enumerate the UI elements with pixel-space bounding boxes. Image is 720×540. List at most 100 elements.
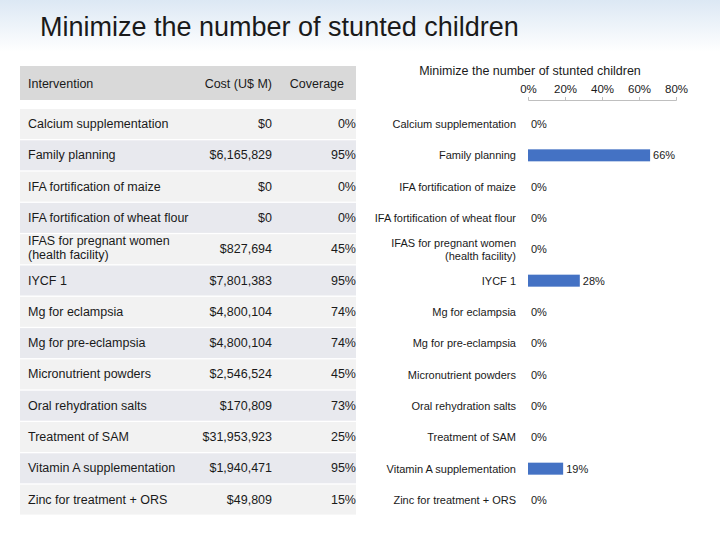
y-tick: IFAS for pregnant women(health facility) — [391, 237, 528, 262]
table-row-bg — [20, 203, 356, 233]
x-tick: 20% — [554, 83, 577, 100]
bar — [528, 243, 529, 255]
table-cell: Oral rehydration salts — [28, 399, 147, 413]
table-cell: 0% — [338, 211, 356, 225]
table-cell: $0 — [258, 211, 272, 225]
bar — [528, 212, 529, 224]
table-cell: $0 — [258, 180, 272, 194]
table-cell: 45% — [331, 367, 356, 381]
table-cell: 0% — [338, 180, 356, 194]
table-row-bg — [20, 140, 356, 170]
x-tick-label: 60% — [628, 83, 651, 95]
data-label: 0% — [531, 243, 547, 255]
table-cell: $2,546,524 — [209, 367, 272, 381]
table-cell: $0 — [258, 117, 272, 131]
bar — [528, 149, 650, 161]
x-tick-mark — [565, 97, 566, 100]
y-tick: Zinc for treatment + ORS — [393, 494, 528, 506]
slide-title: Minimize the number of stunted children — [40, 12, 519, 42]
data-label: 0% — [531, 181, 547, 193]
category-label: Oral rehydration salts — [411, 400, 516, 412]
x-tick-label: 40% — [591, 83, 614, 95]
x-tick: 60% — [628, 83, 651, 100]
y-tick: IFA fortification of wheat flour — [375, 212, 528, 224]
table-header-bg — [20, 66, 356, 100]
x-tick-label: 80% — [665, 83, 688, 95]
table-cell: IYCF 1 — [28, 274, 67, 288]
table-cell: $827,694 — [220, 242, 272, 256]
table-header: Cost (U$ M) — [205, 77, 272, 91]
table-cell: 74% — [331, 336, 356, 350]
x-axis-line — [529, 97, 677, 101]
table-row-bg — [20, 266, 356, 296]
table-cell: $170,809 — [220, 399, 272, 413]
data-label: 66% — [653, 149, 675, 161]
x-tick: 80% — [665, 83, 688, 100]
x-tick-mark — [528, 97, 529, 100]
table-cell: IFAS for pregnant women(health facility) — [28, 234, 170, 262]
header-band — [0, 0, 720, 52]
x-tick-mark — [676, 97, 677, 100]
category-label: Zinc for treatment + ORS — [393, 494, 516, 506]
table-cell: IFA fortification of maize — [28, 180, 161, 194]
category-label: IFA fortification of maize — [399, 181, 516, 193]
y-tick: IFA fortification of maize — [399, 181, 528, 193]
category-label: Mg for eclampsia — [432, 306, 517, 318]
table-header: Coverage — [290, 77, 344, 91]
table-row-bg — [20, 328, 356, 358]
table-cell: $4,800,104 — [209, 305, 272, 319]
table-row-bg — [20, 297, 356, 327]
bar — [528, 431, 529, 443]
y-tick: Mg for eclampsia — [432, 306, 528, 318]
table-row-bg — [20, 485, 356, 515]
category-label: IYCF 1 — [482, 275, 516, 287]
data-label: 28% — [583, 275, 605, 287]
table-cell: Zinc for treatment + ORS — [28, 493, 167, 507]
bar — [528, 306, 529, 318]
x-axis: 0%20%40%60%80% — [520, 83, 688, 101]
category-label: Micronutrient powders — [408, 369, 517, 381]
table-row-bg — [20, 234, 356, 264]
category-label: IFA fortification of wheat flour — [375, 212, 517, 224]
table-cell: 73% — [331, 399, 356, 413]
table-cell: $7,801,383 — [209, 274, 272, 288]
data-label: 0% — [531, 337, 547, 349]
table-cell: $6,165,829 — [209, 148, 272, 162]
data-label: 0% — [531, 118, 547, 130]
chart-title: Minimize the number of stunted children — [419, 64, 641, 78]
y-tick: Treatment of SAM — [427, 431, 528, 443]
table-row-bg — [20, 109, 356, 139]
table-cell: Mg for pre-eclampsia — [28, 336, 145, 350]
y-tick: Family planning — [439, 149, 528, 161]
y-tick: Vitamin A supplementation — [387, 463, 528, 475]
x-tick-mark — [602, 97, 603, 100]
y-tick: Micronutrient powders — [408, 369, 528, 381]
data-label: 0% — [531, 212, 547, 224]
y-tick: Oral rehydration salts — [411, 400, 528, 412]
category-label: Treatment of SAM — [427, 431, 516, 443]
data-label: 0% — [531, 369, 547, 381]
data-label: 19% — [566, 463, 588, 475]
table: Intervention Cost (U$ M) Coverage Calcium s… — [20, 66, 356, 515]
table-cell: Treatment of SAM — [28, 430, 129, 444]
table-row-bg — [20, 453, 356, 483]
bars — [528, 149, 650, 474]
table-cell: 45% — [331, 242, 356, 256]
x-tick: 40% — [591, 83, 614, 100]
table-cell: Mg for eclampsia — [28, 305, 123, 319]
table-header: Intervention — [28, 77, 93, 91]
table-cell: Micronutrient powders — [28, 367, 151, 381]
y-tick: Calcium supplementation — [392, 118, 528, 130]
table-cell: $1,940,471 — [209, 461, 272, 475]
category-label: Mg for pre-eclampsia — [413, 337, 517, 349]
x-tick-label: 20% — [554, 83, 577, 95]
table-cell: Family planning — [28, 148, 116, 162]
table-row-bg — [20, 422, 356, 452]
x-tick-mark — [639, 97, 640, 100]
data-label: 0% — [531, 306, 547, 318]
table-cell: IFA fortification of wheat flour — [28, 211, 189, 225]
bar — [528, 337, 529, 349]
table-row-bg — [20, 391, 356, 421]
y-tick: Mg for pre-eclampsia — [413, 337, 528, 349]
table-cell: Calcium supplementation — [28, 117, 168, 131]
